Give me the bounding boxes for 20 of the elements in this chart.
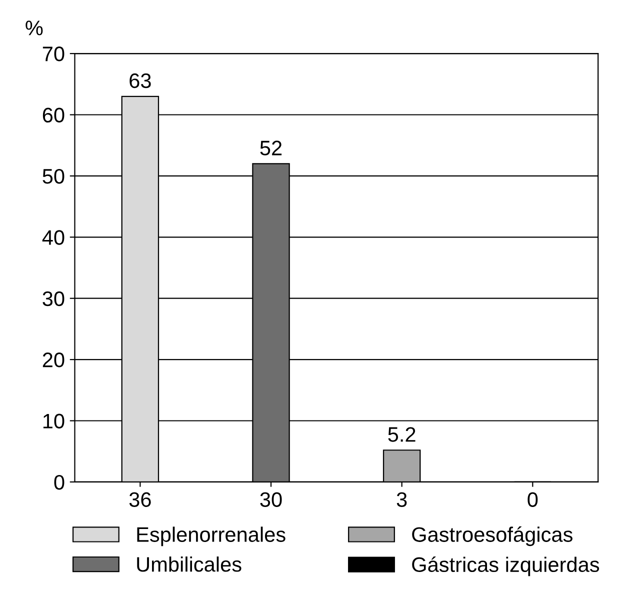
x-tick-label: 36 xyxy=(129,492,151,507)
y-tick-label: 60 xyxy=(42,108,64,123)
y-tick-label: 20 xyxy=(42,352,64,368)
data-label: 63 xyxy=(130,73,151,88)
y-tick-label: 10 xyxy=(43,414,64,429)
y-tick-label: 40 xyxy=(42,230,64,245)
y-axis-title: % xyxy=(26,20,43,36)
legend-label: Gástricas izquierdas xyxy=(412,556,600,576)
data-label: 5.2 xyxy=(388,427,416,442)
legend-label: Esplenorrenales xyxy=(137,526,286,546)
y-tick-label: 70 xyxy=(42,46,64,62)
y-tick-label: 30 xyxy=(42,291,64,306)
data-label: 52 xyxy=(260,140,282,156)
legend-label: Gastroesofágicas xyxy=(412,526,572,546)
legend-label: Umbilicales xyxy=(137,556,242,572)
x-tick-label: 0 xyxy=(528,492,538,507)
y-tick-label: 50 xyxy=(42,168,64,184)
x-tick-label: 3 xyxy=(396,492,407,507)
y-tick-label: 0 xyxy=(54,474,64,490)
x-tick-label: 30 xyxy=(260,492,282,507)
